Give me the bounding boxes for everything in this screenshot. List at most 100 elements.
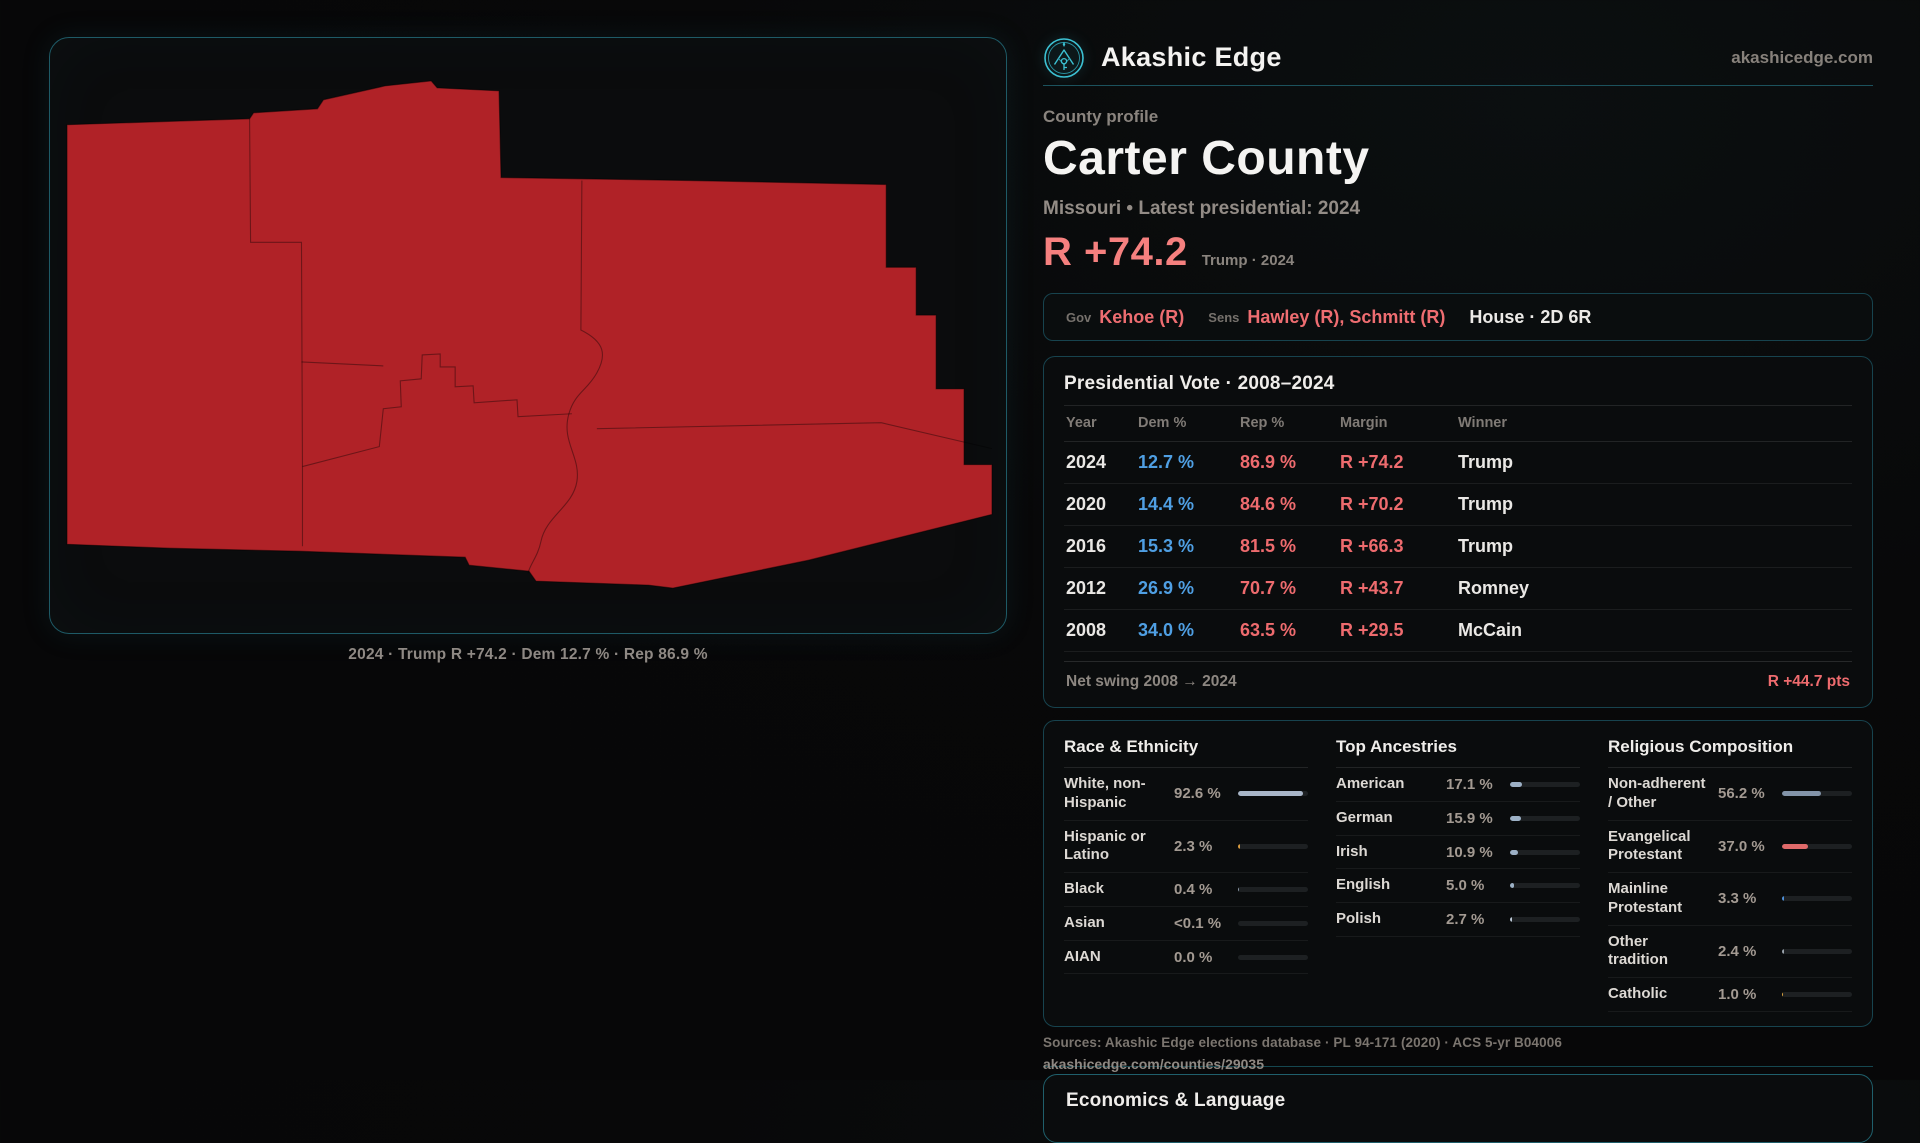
stat-row: American 17.1 % xyxy=(1336,768,1580,802)
stat-row: English 5.0 % xyxy=(1336,869,1580,903)
stat-value: 0.0 % xyxy=(1174,949,1228,966)
cell-dem-pct: 14.4 % xyxy=(1138,494,1240,515)
stat-bar-fill xyxy=(1238,791,1303,796)
page-title: Carter County xyxy=(1043,131,1873,186)
stat-value: 2.3 % xyxy=(1174,838,1228,855)
stat-bar-fill xyxy=(1510,782,1522,787)
vote-table-row: 2020 14.4 % 84.6 % R +70.2 Trump xyxy=(1064,484,1852,526)
cell-winner: Romney xyxy=(1458,578,1850,599)
cell-margin: R +29.5 xyxy=(1340,620,1458,641)
cell-winner: McCain xyxy=(1458,620,1850,641)
stat-label: Polish xyxy=(1336,910,1436,929)
vote-table-row: 2008 34.0 % 63.5 % R +29.5 McCain xyxy=(1064,610,1852,652)
net-swing-value: R +44.7 pts xyxy=(1768,673,1850,691)
cell-dem-pct: 12.7 % xyxy=(1138,452,1240,473)
county-shape[interactable] xyxy=(67,81,992,588)
cell-margin: R +66.3 xyxy=(1340,536,1458,557)
stat-bar xyxy=(1510,883,1580,888)
stat-bar xyxy=(1782,896,1852,901)
stat-bar-fill xyxy=(1510,816,1521,821)
permalink-url[interactable]: akashicedge.com/counties/29035 xyxy=(1043,1056,1264,1072)
col-dem: Dem % xyxy=(1138,415,1240,431)
county-map xyxy=(50,38,1006,633)
brand-name[interactable]: Akashic Edge xyxy=(1101,42,1282,73)
stat-bar xyxy=(1510,917,1580,922)
stat-row: Polish 2.7 % xyxy=(1336,903,1580,937)
race-section-title: Race & Ethnicity xyxy=(1064,737,1308,768)
demographics-card: Race & Ethnicity White, non-Hispanic 92.… xyxy=(1043,720,1873,1027)
stat-label: Catholic xyxy=(1608,985,1708,1004)
stat-row: German 15.9 % xyxy=(1336,802,1580,836)
brand-domain-link[interactable]: akashicedge.com xyxy=(1731,48,1873,68)
stat-label: Other tradition xyxy=(1608,933,1708,971)
stat-row: Black 0.4 % xyxy=(1064,873,1308,907)
stat-row: Hispanic or Latino 2.3 % xyxy=(1064,821,1308,874)
stat-value: 15.9 % xyxy=(1446,810,1500,827)
vote-table-row: 2012 26.9 % 70.7 % R +43.7 Romney xyxy=(1064,568,1852,610)
stat-bar-fill xyxy=(1510,850,1518,855)
stat-value: 2.7 % xyxy=(1446,911,1500,928)
cell-dem-pct: 26.9 % xyxy=(1138,578,1240,599)
vote-table-body: 2024 12.7 % 86.9 % R +74.2 Trump 2020 14… xyxy=(1064,442,1852,652)
stat-bar xyxy=(1510,816,1580,821)
stat-row: AIAN 0.0 % xyxy=(1064,941,1308,975)
cell-margin: R +70.2 xyxy=(1340,494,1458,515)
stat-label: Irish xyxy=(1336,843,1436,862)
sens-value: Hawley (R), Schmitt (R) xyxy=(1247,307,1445,328)
stat-label: German xyxy=(1336,809,1436,828)
stat-value: 5.0 % xyxy=(1446,877,1500,894)
stat-label: Asian xyxy=(1064,914,1164,933)
stat-value: 1.0 % xyxy=(1718,986,1772,1003)
stat-bar-fill xyxy=(1782,791,1821,796)
religious-composition-section: Religious Composition Non-adherent / Oth… xyxy=(1608,737,1852,1012)
headline-margin-row: R +74.2 Trump · 2024 xyxy=(1043,230,1873,275)
stat-bar xyxy=(1782,844,1852,849)
stat-label: Evangelical Protestant xyxy=(1608,828,1708,866)
permalink-row: akashicedge.com/counties/29035 xyxy=(1043,1056,1873,1074)
headline-margin-value: R +74.2 xyxy=(1043,230,1188,275)
gov-label: Gov xyxy=(1066,310,1091,325)
stat-label: American xyxy=(1336,775,1436,794)
gov-value: Kehoe (R) xyxy=(1099,307,1184,328)
stat-value: <0.1 % xyxy=(1174,915,1228,932)
col-winner: Winner xyxy=(1458,415,1850,431)
stat-value: 0.4 % xyxy=(1174,881,1228,898)
cell-rep-pct: 86.9 % xyxy=(1240,452,1340,473)
stat-label: AIAN xyxy=(1064,948,1164,967)
stat-bar xyxy=(1510,850,1580,855)
stat-row: Asian <0.1 % xyxy=(1064,907,1308,941)
stat-value: 17.1 % xyxy=(1446,776,1500,793)
officials-card: Gov Kehoe (R) Sens Hawley (R), Schmitt (… xyxy=(1043,293,1873,341)
state-subtitle: Missouri • Latest presidential: 2024 xyxy=(1043,198,1873,220)
stat-row: White, non-Hispanic 92.6 % xyxy=(1064,768,1308,821)
cell-dem-pct: 34.0 % xyxy=(1138,620,1240,641)
stat-bar xyxy=(1238,844,1308,849)
stat-label: Hispanic or Latino xyxy=(1064,828,1164,866)
akashic-edge-logo-icon[interactable] xyxy=(1043,37,1085,79)
stat-row: Other tradition 2.4 % xyxy=(1608,926,1852,979)
headline-margin-note: Trump · 2024 xyxy=(1202,252,1295,269)
site-header: Akashic Edge akashicedge.com xyxy=(1043,30,1873,86)
col-margin: Margin xyxy=(1340,415,1458,431)
stat-row: Evangelical Protestant 37.0 % xyxy=(1608,821,1852,874)
top-ancestries-section: Top Ancestries American 17.1 % German 15… xyxy=(1336,737,1580,1012)
stat-label: Black xyxy=(1064,880,1164,899)
stat-bar xyxy=(1510,782,1580,787)
stat-value: 56.2 % xyxy=(1718,785,1772,802)
stat-row: Mainline Protestant 3.3 % xyxy=(1608,873,1852,926)
cell-winner: Trump xyxy=(1458,536,1850,557)
stat-value: 92.6 % xyxy=(1174,785,1228,802)
vote-table-header: Year Dem % Rep % Margin Winner xyxy=(1064,405,1852,442)
cell-year: 2020 xyxy=(1066,494,1138,515)
county-profile-panel: Akashic Edge akashicedge.com County prof… xyxy=(1043,30,1873,1143)
page: { "brand": { "name": "Akashic Edge", "do… xyxy=(0,0,1920,1080)
cell-rep-pct: 70.7 % xyxy=(1240,578,1340,599)
economics-card-title: Economics & Language xyxy=(1066,1090,1850,1112)
eyebrow-label: County profile xyxy=(1043,107,1873,127)
race-rows: White, non-Hispanic 92.6 % Hispanic or L… xyxy=(1064,768,1308,974)
ancestry-rows: American 17.1 % German 15.9 % Irish 10.9… xyxy=(1336,768,1580,937)
stat-row: Irish 10.9 % xyxy=(1336,836,1580,870)
cell-rep-pct: 84.6 % xyxy=(1240,494,1340,515)
race-ethnicity-section: Race & Ethnicity White, non-Hispanic 92.… xyxy=(1064,737,1308,1012)
stat-bar-fill xyxy=(1782,949,1784,954)
